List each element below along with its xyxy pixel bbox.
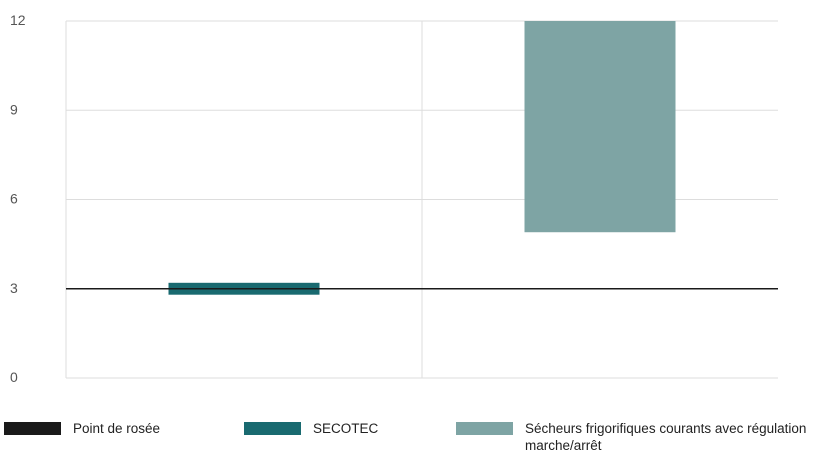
bars	[168, 21, 676, 295]
y-tick-label-9: 9	[10, 101, 18, 117]
bar-secheurs	[524, 21, 676, 233]
y-tick-label-12: 12	[10, 12, 26, 28]
y-tick-label-3: 3	[10, 280, 18, 296]
y-tick-label-6: 6	[10, 191, 18, 207]
y-tick-label-0: 0	[10, 369, 18, 385]
y-axis-ticks: 0 3 6 9 12	[10, 12, 26, 385]
